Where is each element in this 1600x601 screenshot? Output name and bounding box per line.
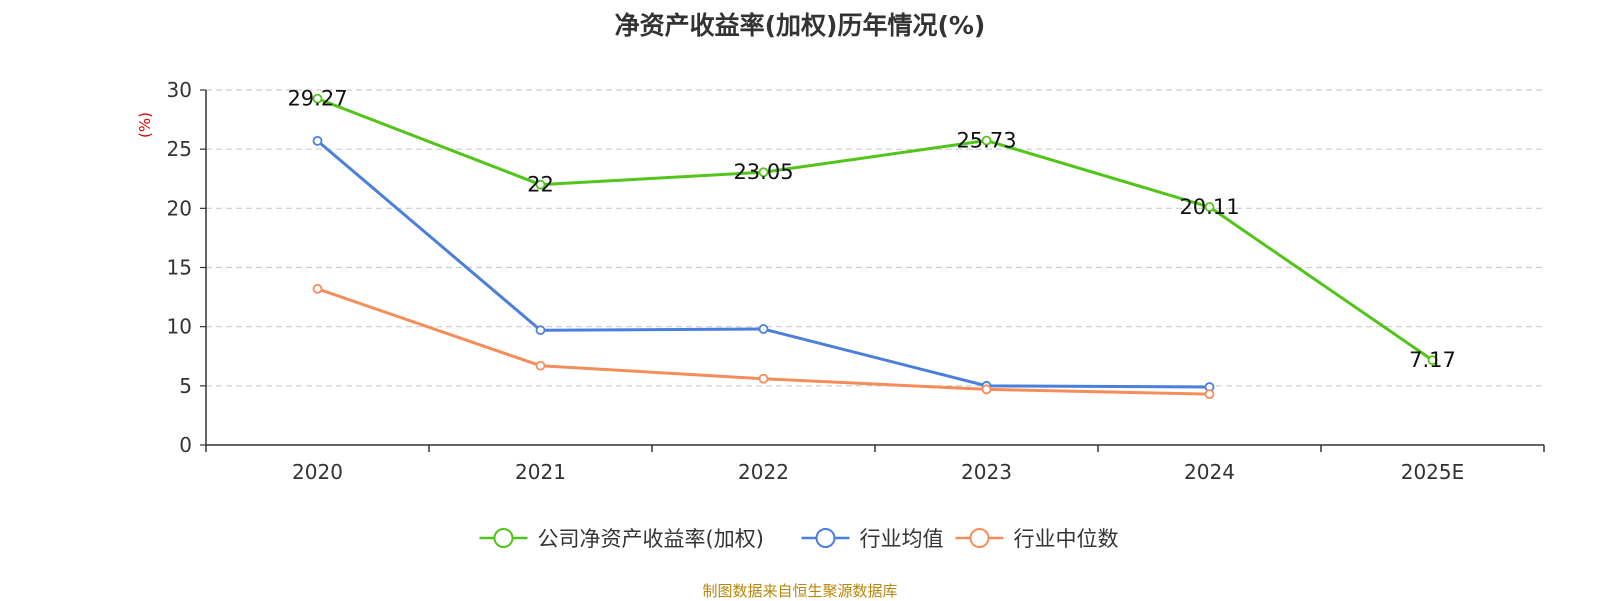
x-tick-label: 2020 xyxy=(292,460,343,484)
legend-marker-1 xyxy=(815,528,836,548)
y-tick-label: 25 xyxy=(167,137,192,161)
data-point-0 xyxy=(1427,355,1438,366)
data-label: 23.05 xyxy=(733,160,793,184)
x-tick-label: 2022 xyxy=(738,460,789,484)
data-point-0 xyxy=(981,135,992,146)
y-tick-label: 15 xyxy=(167,256,192,280)
x-tick-label: 2021 xyxy=(515,460,566,484)
x-tick-label: 2023 xyxy=(961,460,1012,484)
data-point-1 xyxy=(312,135,323,146)
data-point-1 xyxy=(535,325,546,336)
data-point-2 xyxy=(312,283,323,294)
data-label: 20.11 xyxy=(1179,195,1239,219)
y-tick-label: 5 xyxy=(179,374,192,398)
legend-label-2: 行业中位数 xyxy=(1014,527,1119,551)
data-point-0 xyxy=(1204,202,1215,212)
data-label: 7.17 xyxy=(1409,348,1456,372)
data-label: 29.27 xyxy=(287,87,347,111)
x-tick-label: 2024 xyxy=(1184,460,1235,484)
y-tick-label: 30 xyxy=(167,78,192,102)
y-tick-label: 20 xyxy=(167,196,192,220)
data-point-2 xyxy=(535,360,546,371)
y-axis-label: (%) xyxy=(136,112,154,138)
y-tick-label: 10 xyxy=(167,315,192,339)
data-label: 25.73 xyxy=(956,129,1016,153)
data-point-2 xyxy=(981,384,992,395)
chart-title: 净资产收益率(加权)历年情况(%) xyxy=(614,11,986,40)
data-point-0 xyxy=(758,167,769,178)
legend-label-0: 公司净资产收益率(加权) xyxy=(538,527,764,551)
data-point-2 xyxy=(758,373,769,384)
data-label: 22 xyxy=(527,173,554,197)
legend-marker-2 xyxy=(969,528,990,548)
data-source-note: 制图数据来自恒生聚源数据库 xyxy=(702,582,898,600)
legend-marker-0 xyxy=(493,528,514,548)
data-point-0 xyxy=(535,179,546,190)
data-point-0 xyxy=(312,93,323,104)
series-line-0 xyxy=(316,97,1434,362)
x-tick-label: 2025E xyxy=(1401,460,1465,484)
data-point-1 xyxy=(758,324,769,334)
legend-label-1: 行业均值 xyxy=(860,527,944,551)
y-tick-label: 0 xyxy=(179,433,192,457)
data-point-2 xyxy=(1204,389,1215,400)
